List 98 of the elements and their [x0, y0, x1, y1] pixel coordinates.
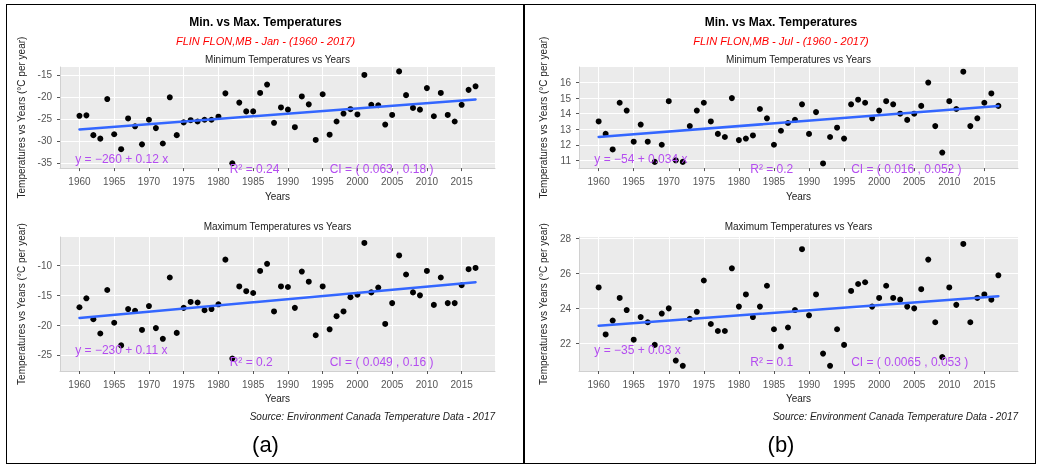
y-tick-label: 26 [559, 268, 572, 280]
y-tick-label: 16 [559, 77, 572, 89]
x-tick-label: 2005 [903, 378, 926, 390]
x-tick-label: 1970 [137, 175, 161, 187]
x-tick-label: 1980 [207, 175, 230, 187]
x-tick-label: 1995 [832, 378, 856, 390]
x-tick-label: 1965 [622, 378, 646, 390]
x-axis-title: Years [264, 190, 291, 202]
x-tick-label: 1980 [727, 175, 751, 187]
annotation: R² = 0.24 [229, 162, 280, 177]
chart-title: Min. vs Max. Temperatures [704, 15, 858, 29]
annotation: R² = 0.2 [750, 162, 794, 177]
chart-subtitle: FLIN FLON,MB - Jan - (1960 - 2017) [175, 35, 356, 47]
x-tick-label: 2000 [346, 175, 369, 187]
y-tick-label: 22 [559, 337, 572, 349]
x-tick-label: 1965 [103, 175, 126, 187]
x-tick-label: 1995 [311, 175, 335, 187]
y-tick-label: -25 [37, 349, 53, 361]
source-note: Source: Environment Canada Temperature Data - 2017 [772, 410, 1019, 422]
x-tick-label: 1960 [68, 175, 92, 187]
y-tick-label: -10 [37, 260, 53, 272]
chart-title: Maximum Temperatures vs Years [203, 220, 352, 232]
x-axis-title: Years [785, 393, 812, 405]
x-tick-label: 2005 [381, 378, 404, 390]
text: (a) [252, 431, 279, 457]
chart-title: Min. vs Max. Temperatures [189, 15, 343, 29]
y-tick-label: 24 [559, 302, 572, 314]
text: Minimum Temperatures vs Years [726, 53, 871, 65]
x-tick-label: 1995 [311, 378, 335, 390]
x-tick-label: 1985 [762, 175, 786, 187]
y-tick-label: -15 [37, 289, 53, 301]
x-tick-label: 1960 [68, 378, 92, 390]
x-tick-label: 2015 [450, 175, 474, 187]
x-tick-label: 2005 [903, 175, 926, 187]
y-tick-label: -20 [37, 91, 53, 103]
x-tick-label: 1960 [587, 378, 611, 390]
x-tick-label: 2015 [973, 175, 996, 187]
x-tick-label: 1985 [242, 378, 265, 390]
y-tick-label: -20 [37, 319, 53, 331]
x-tick-label: 1990 [276, 378, 300, 390]
y-axis-title: Temperatures vs Years (°C per year) [16, 36, 28, 199]
chart-title: Maximum Temperatures vs Years [724, 220, 873, 232]
y-tick-label: 12 [559, 139, 572, 151]
x-tick-label: 1975 [172, 378, 196, 390]
x-tick-label: 1970 [137, 378, 161, 390]
x-tick-label: 1975 [692, 378, 716, 390]
y-tick-label: -25 [37, 113, 53, 125]
x-tick-label: 1980 [727, 378, 751, 390]
source-note: Source: Environment Canada Temperature Data - 2017 [249, 410, 496, 422]
x-tick-label: 1965 [622, 175, 646, 187]
y-tick-label: 15 [559, 92, 572, 104]
y-tick-label: -30 [37, 135, 53, 147]
annotation: y = −35 + 0.03 x [594, 342, 681, 357]
x-tick-label: 2000 [868, 175, 891, 187]
x-tick-label: 1965 [103, 378, 126, 390]
x-tick-label: 1990 [276, 175, 300, 187]
x-tick-label: 1975 [692, 175, 716, 187]
y-tick-label: -15 [37, 69, 53, 81]
x-tick-label: 1980 [207, 378, 230, 390]
y-tick-label: 14 [559, 108, 572, 120]
x-tick-label: 2010 [415, 378, 439, 390]
x-tick-label: 2010 [415, 175, 439, 187]
x-tick-label: 1990 [797, 175, 821, 187]
x-tick-label: 1990 [797, 378, 821, 390]
x-tick-label: 1960 [587, 175, 611, 187]
x-tick-label: 1975 [172, 175, 196, 187]
annotation: CI = ( 0.063 , 0.18 ) [329, 162, 434, 177]
y-tick-label: -35 [37, 157, 53, 169]
annotation: y = −230 + 0.11 x [75, 342, 168, 357]
x-tick-label: 1970 [657, 378, 681, 390]
y-axis-title: Temperatures vs Years (°C per year) [16, 223, 28, 385]
x-tick-label: 1985 [762, 378, 786, 390]
x-tick-label: 2010 [938, 378, 961, 390]
annotation: y = −260 + 0.12 x [75, 152, 169, 167]
x-tick-label: 2015 [973, 378, 996, 390]
text: (b) [767, 431, 795, 457]
x-tick-label: 1985 [242, 175, 265, 187]
x-tick-label: 2015 [450, 378, 474, 390]
annotation: R² = 0.1 [750, 354, 794, 369]
y-tick-label: 13 [559, 123, 572, 135]
annotation: CI = ( 0.016 , 0.052 ) [851, 162, 962, 177]
x-tick-label: 1995 [832, 175, 856, 187]
annotation: R² = 0.2 [229, 354, 273, 369]
x-tick-label: 2010 [938, 175, 961, 187]
x-tick-label: 2005 [381, 175, 404, 187]
x-axis-title: Years [785, 190, 812, 202]
x-tick-label: 2000 [868, 378, 891, 390]
text: Minimum Temperatures vs Years [205, 53, 350, 65]
annotation: CI = ( 0.0065 , 0.053 ) [851, 354, 969, 369]
annotation: CI = ( 0.049 , 0.16 ) [329, 354, 434, 369]
y-axis-title: Temperatures vs Years (°C per year) [538, 36, 550, 199]
x-axis-title: Years [264, 393, 291, 405]
chart-subtitle: FLIN FLON,MB - Jul - (1960 - 2017) [693, 35, 870, 47]
y-tick-label: 11 [560, 154, 572, 166]
x-tick-label: 1970 [657, 175, 681, 187]
y-axis-title: Temperatures vs Years (°C per year) [538, 223, 550, 385]
x-tick-label: 2000 [346, 378, 369, 390]
y-tick-label: 28 [559, 233, 572, 245]
